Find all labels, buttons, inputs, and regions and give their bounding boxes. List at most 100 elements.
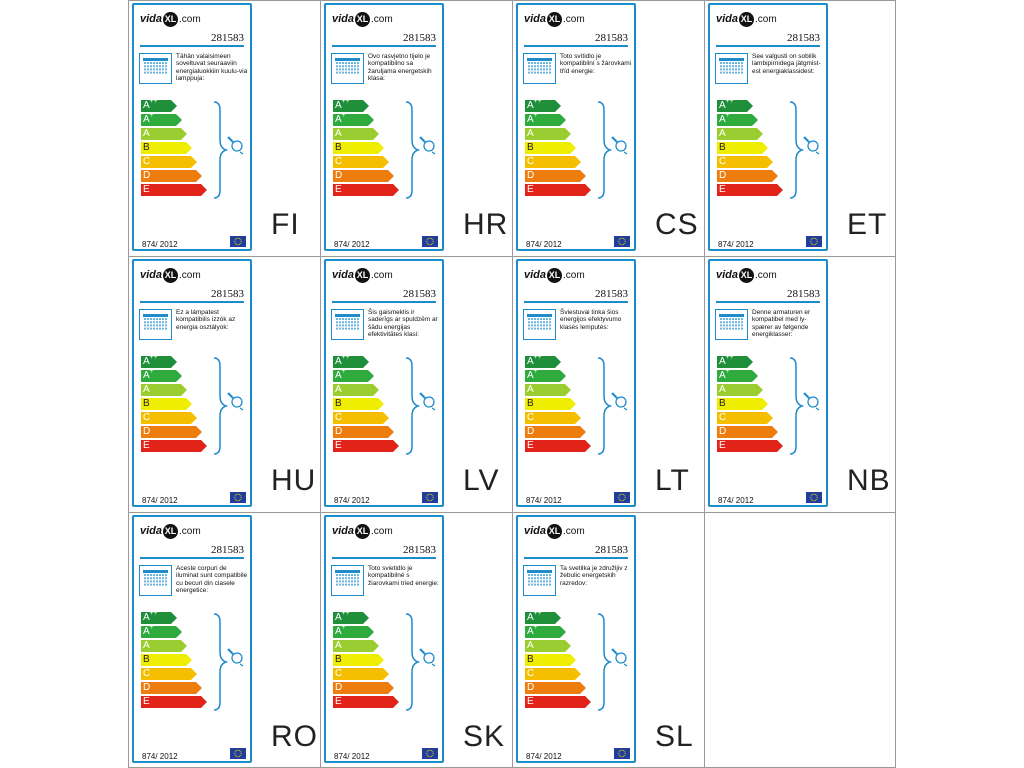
energy-class-label: A++ xyxy=(527,354,542,367)
energy-class-bar: D xyxy=(141,426,202,438)
eu-flag-icon xyxy=(806,492,822,503)
energy-class-bar: A+ xyxy=(717,370,758,382)
energy-class-bar: B xyxy=(717,142,768,154)
energy-class-label: A++ xyxy=(143,610,158,623)
divider xyxy=(140,45,244,47)
energy-label-card: vida XL .com 281583 Tähän valaisimeen sove… xyxy=(132,3,252,251)
energy-class-label: D xyxy=(527,170,535,181)
energy-class-label: C xyxy=(719,156,727,167)
regulation-number: 874/ 2012 xyxy=(526,240,562,249)
energy-class-bar: C xyxy=(141,156,197,168)
brand-logo: vida XL .com xyxy=(140,11,201,27)
energy-class-bar: C xyxy=(525,156,581,168)
energy-class-label: D xyxy=(719,426,727,437)
energy-class-label: C xyxy=(335,412,343,423)
eu-flag-icon xyxy=(230,492,246,503)
label-cell: vida XL .com 281583 Šis gaismeklis ir sade… xyxy=(320,256,512,512)
energy-class-label: D xyxy=(335,682,343,693)
energy-class-label: E xyxy=(335,696,342,707)
energy-label-card: vida XL .com 281583 Toto svietidlo je komp… xyxy=(324,515,444,763)
bulb-icon xyxy=(227,392,244,411)
brand-logo: vida XL .com xyxy=(140,523,201,539)
energy-class-label: A xyxy=(143,384,150,395)
energy-class-bar: A+ xyxy=(525,114,566,126)
energy-class-bar: A++ xyxy=(525,612,561,624)
energy-class-bar: A++ xyxy=(333,100,369,112)
energy-class-bar: A++ xyxy=(525,100,561,112)
label-cell: vida XL .com 281583 See valgusti on sobili… xyxy=(704,0,896,256)
label-cell: vida XL .com 281583 Šviestuvai tinka šios … xyxy=(512,256,704,512)
label-cell: vida XL .com 281583 Tähän valaisimeen sove… xyxy=(128,0,320,256)
luminaire-icon xyxy=(331,309,364,340)
energy-class-label: B xyxy=(143,142,150,153)
energy-class-label: E xyxy=(719,184,726,195)
language-code: HU xyxy=(271,464,317,497)
luminaire-icon xyxy=(523,309,556,340)
energy-class-label: B xyxy=(719,398,726,409)
label-cell: vida XL .com 281583 Ez a lámpatest kompati… xyxy=(128,256,320,512)
energy-class-label: B xyxy=(527,398,534,409)
energy-class-bar: D xyxy=(525,426,586,438)
energy-class-label: E xyxy=(527,440,534,451)
product-code: 281583 xyxy=(211,544,244,556)
energy-class-bar: C xyxy=(333,412,389,424)
regulation-number: 874/ 2012 xyxy=(334,240,370,249)
divider xyxy=(332,45,436,47)
energy-class-bar: E xyxy=(717,184,783,196)
energy-class-label: A xyxy=(527,640,534,651)
energy-class-bar: E xyxy=(141,696,207,708)
bracket-icon xyxy=(789,357,805,455)
brand-logo: vida XL .com xyxy=(524,523,585,539)
regulation-number: 874/ 2012 xyxy=(526,496,562,505)
energy-class-bar: B xyxy=(525,142,576,154)
energy-class-label: A+ xyxy=(143,368,154,381)
label-cell: vida XL .com 281583 Toto svítidlo je kompa… xyxy=(512,0,704,256)
energy-class-label: A+ xyxy=(335,624,346,637)
energy-class-label: A xyxy=(527,384,534,395)
energy-class-bar: A+ xyxy=(141,370,182,382)
luminaire-icon xyxy=(139,565,172,596)
energy-class-label: D xyxy=(335,426,343,437)
energy-class-label: A xyxy=(719,128,726,139)
energy-class-bar: A++ xyxy=(717,356,753,368)
energy-class-label: B xyxy=(719,142,726,153)
eu-flag-icon xyxy=(422,492,438,503)
energy-class-label: A xyxy=(719,384,726,395)
energy-class-label: A xyxy=(143,128,150,139)
energy-class-label: A++ xyxy=(143,354,158,367)
divider xyxy=(332,301,436,303)
compatibility-text: Toto svietidlo je kompatibilné s žiarovk… xyxy=(368,565,439,587)
energy-class-bar: E xyxy=(525,696,591,708)
label-grid: vida XL .com 281583 Tähän valaisimeen sove… xyxy=(128,0,896,768)
energy-class-bar: A xyxy=(525,384,571,396)
bulb-icon xyxy=(803,392,820,411)
bulb-icon xyxy=(611,136,628,155)
energy-class-label: C xyxy=(335,156,343,167)
luminaire-icon xyxy=(715,309,748,340)
regulation-number: 874/ 2012 xyxy=(142,496,178,505)
energy-class-bar: B xyxy=(525,654,576,666)
energy-class-bar: B xyxy=(333,142,384,154)
energy-class-bar: E xyxy=(141,184,207,196)
divider xyxy=(332,557,436,559)
energy-label-card: vida XL .com 281583 Šis gaismeklis ir sade… xyxy=(324,259,444,507)
eu-flag-icon xyxy=(614,236,630,247)
energy-class-label: E xyxy=(143,440,150,451)
energy-class-bar: D xyxy=(141,170,202,182)
bracket-icon xyxy=(405,613,421,711)
energy-class-bar: A xyxy=(717,128,763,140)
energy-class-bar: D xyxy=(717,170,778,182)
energy-label-card: vida XL .com 281583 Ovo rasvjetno tijelo j… xyxy=(324,3,444,251)
energy-class-label: A++ xyxy=(527,610,542,623)
energy-class-bar: A+ xyxy=(525,370,566,382)
bulb-icon xyxy=(419,648,436,667)
energy-class-bar: D xyxy=(525,682,586,694)
product-code: 281583 xyxy=(211,288,244,300)
label-cell: vida XL .com 281583 Denne armaturen er kom… xyxy=(704,256,896,512)
eu-flag-icon xyxy=(422,236,438,247)
energy-class-label: A+ xyxy=(143,624,154,637)
energy-class-bar: B xyxy=(141,142,192,154)
divider xyxy=(716,301,820,303)
energy-class-bar: C xyxy=(141,412,197,424)
bracket-icon xyxy=(597,613,613,711)
